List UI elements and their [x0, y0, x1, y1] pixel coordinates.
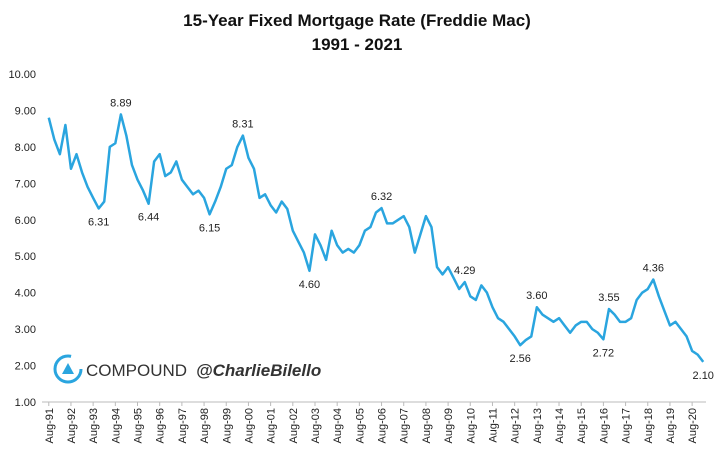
y-tick-label: 4.00 — [15, 288, 36, 300]
x-tick-label: Aug-92 — [66, 408, 78, 443]
x-tick-label: Aug-16 — [598, 408, 610, 443]
x-tick-label: Aug-99 — [221, 408, 233, 443]
x-tick-label: Aug-10 — [465, 408, 477, 443]
data-label: 2.10 — [693, 370, 714, 382]
y-tick-label: 2.00 — [15, 361, 36, 373]
x-tick-label: Aug-08 — [421, 408, 433, 443]
y-tick-label: 10.00 — [8, 69, 36, 81]
y-tick-label: 9.00 — [15, 105, 36, 117]
x-tick-label: Aug-14 — [554, 408, 566, 443]
y-tick-label: 7.00 — [15, 178, 36, 190]
x-tick-label: Aug-20 — [687, 408, 699, 443]
data-label: 2.72 — [593, 347, 614, 359]
x-tick-label: Aug-11 — [487, 408, 499, 443]
y-tick-label: 1.00 — [15, 397, 36, 409]
x-tick-label: Aug-96 — [155, 408, 167, 443]
x-tick-label: Aug-02 — [288, 408, 300, 443]
logo-mark — [62, 363, 74, 374]
data-label: 6.44 — [138, 212, 159, 224]
data-label: 6.31 — [88, 216, 109, 228]
handle: @CharlieBilello — [196, 361, 321, 380]
data-label: 6.32 — [371, 191, 392, 203]
logo-ring — [53, 354, 83, 384]
data-label: 3.55 — [598, 292, 619, 304]
x-tick-label: Aug-93 — [88, 408, 100, 443]
x-tick-label: Aug-05 — [354, 408, 366, 443]
y-tick-label: 6.00 — [15, 215, 36, 227]
x-tick-label: Aug-03 — [310, 408, 322, 443]
x-tick-label: Aug-19 — [665, 408, 677, 443]
data-label: 2.56 — [509, 353, 530, 365]
x-tick-label: Aug-01 — [266, 408, 278, 443]
data-label: 4.36 — [643, 263, 664, 275]
x-tick-label: Aug-00 — [243, 408, 255, 443]
x-tick-label: Aug-18 — [643, 408, 655, 443]
watermark: COMPOUND @CharlieBilello — [53, 354, 321, 384]
data-label: 4.29 — [454, 265, 475, 277]
x-tick-label: Aug-98 — [199, 408, 211, 443]
y-tick-label: 3.00 — [15, 324, 36, 336]
y-tick-label: 8.00 — [15, 142, 36, 154]
x-tick-label: Aug-07 — [399, 408, 411, 443]
data-label: 8.31 — [232, 119, 253, 131]
x-tick-label: Aug-13 — [532, 408, 544, 443]
brand: COMPOUND — [86, 361, 187, 380]
x-tick-label: Aug-97 — [177, 408, 189, 443]
rate-line — [47, 113, 705, 363]
data-label: 8.89 — [110, 97, 131, 109]
chart-title: 15-Year Fixed Mortgage Rate (Freddie Mac… — [183, 11, 531, 30]
x-tick-label: Aug-06 — [377, 408, 389, 443]
x-tick-label: Aug-12 — [510, 408, 522, 443]
x-tick-label: Aug-04 — [332, 408, 344, 443]
x-tick-label: Aug-95 — [133, 408, 145, 443]
x-tick-label: Aug-09 — [443, 408, 455, 443]
chart-subtitle: 1991 - 2021 — [312, 35, 403, 54]
x-tick-label: Aug-91 — [44, 408, 56, 443]
x-tick-label: Aug-94 — [110, 408, 122, 443]
data-label: 3.60 — [526, 290, 547, 302]
x-tick-label: Aug-15 — [576, 408, 588, 443]
y-tick-label: 5.00 — [15, 251, 36, 263]
x-tick-label: Aug-17 — [621, 408, 633, 443]
data-label: 4.60 — [299, 279, 320, 291]
data-label: 6.15 — [199, 222, 220, 234]
